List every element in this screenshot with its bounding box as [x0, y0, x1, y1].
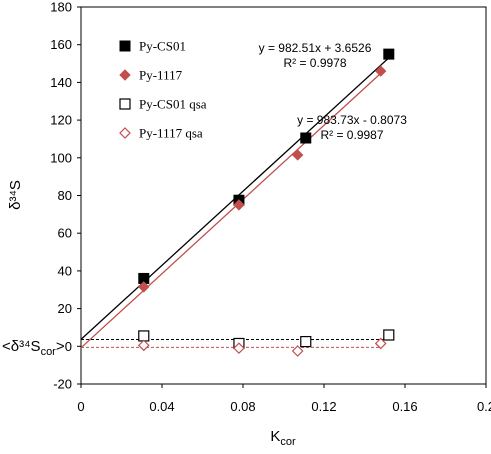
y-tick-label: 140	[50, 75, 72, 90]
legend-label-py-1117-qsa: Py-1117 qsa	[139, 126, 203, 141]
legend-label-py-1117: Py-1117	[139, 68, 183, 83]
y-tick-label: 180	[50, 0, 72, 15]
y-zero-label: <δ³⁴Scor>	[2, 338, 65, 358]
y-tick-label: 20	[58, 301, 72, 316]
trendline-r-squared: R² = 0.9978	[283, 56, 346, 70]
trendline-py-1117	[80, 72, 382, 349]
x-tick-label: 0	[77, 399, 84, 414]
point-py-1117	[291, 149, 304, 161]
legend-marker-py-1117-qsa	[119, 127, 131, 139]
point-py-cs01	[300, 132, 312, 144]
y-tick-label: 0	[65, 339, 72, 354]
y-tick-label: 160	[50, 37, 72, 52]
trendline-r-squared: R² = 0.9987	[320, 128, 383, 142]
legend-label-py-cs01: Py-CS01	[139, 39, 186, 54]
x-axis-label: Kcor	[270, 428, 296, 448]
x-axis-label-subscript: cor	[280, 436, 296, 448]
y-tick-label: 100	[50, 150, 72, 165]
legend-marker-py-cs01-qsa	[119, 98, 131, 110]
point-py-cs01-qsa	[300, 335, 312, 348]
axes-layer: -20 0 20 40 60 80 100 120 140 160 180 0 0.04 0.08 0.12…	[50, 0, 491, 414]
point-py-cs01	[383, 48, 395, 60]
y-zero-label-end: >	[56, 338, 65, 355]
trendline-equation: y = 982.51x + 3.6526	[259, 41, 372, 55]
point-py-1117	[374, 65, 387, 77]
point-py-1117	[233, 199, 245, 211]
point-py-1117	[138, 281, 150, 293]
point-py-1117-qsa	[291, 345, 304, 357]
y-axis-label: δ³⁴S	[7, 180, 24, 210]
x-tick-label: 0.16	[392, 399, 417, 414]
x-tick-label: 0.04	[149, 399, 174, 414]
point-py-cs01-qsa	[138, 330, 150, 342]
y-tick-label: -20	[53, 377, 72, 392]
x-tick-label: 0.08	[230, 399, 255, 414]
x-tick-label: 0.2	[477, 399, 491, 414]
point-py-1117-qsa	[233, 342, 245, 355]
y-tick-label: 40	[58, 263, 72, 278]
legend-label-py-cs01-qsa: Py-CS01 qsa	[139, 97, 207, 112]
y-tick-label: 80	[58, 188, 72, 203]
legend-marker-py-1117	[119, 69, 131, 81]
x-tick-label: 0.12	[311, 399, 336, 414]
y-zero-label-subscript: cor	[41, 346, 57, 358]
points-layer	[137, 48, 395, 357]
legend: Py-CS01 Py-1117 Py-CS01 qsa Py-1117 qsa	[119, 39, 207, 141]
point-py-1117-qsa	[374, 337, 387, 350]
y-tick-label: 120	[50, 113, 72, 128]
y-tick-label: 60	[58, 226, 72, 241]
trendline-equation: y = 983.73x - 0.8073	[297, 113, 407, 127]
legend-marker-py-cs01	[119, 40, 131, 52]
point-py-cs01-qsa	[383, 329, 395, 341]
point-py-1117-qsa	[137, 339, 150, 352]
